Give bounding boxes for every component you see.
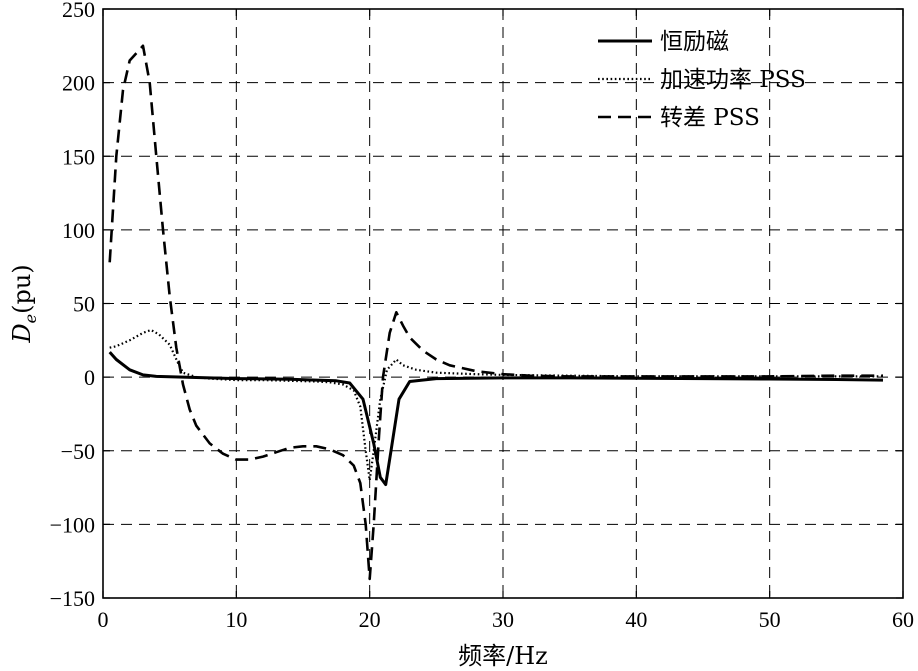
y-axis-label: De(pu) bbox=[8, 264, 40, 343]
series-line-3 bbox=[108, 44, 883, 581]
series-lines bbox=[108, 44, 884, 581]
y-tick-labels: −150 −100 −50 0 50 100 150 200 250 bbox=[50, 0, 95, 611]
x-tick-label: 50 bbox=[759, 607, 781, 632]
x-tick-label: 10 bbox=[225, 607, 247, 632]
series-line-2 bbox=[109, 328, 883, 482]
y-tick-label: 0 bbox=[84, 365, 95, 390]
y-tick-label: 100 bbox=[62, 218, 95, 243]
x-tick-label: 40 bbox=[625, 607, 647, 632]
y-axis-label-unit: (pu) bbox=[8, 264, 36, 314]
tick-marks bbox=[102, 8, 904, 599]
legend-entry: 恒励磁 bbox=[660, 29, 729, 55]
y-axis-label-sub: e bbox=[21, 314, 40, 323]
y-tick-label: −150 bbox=[50, 586, 95, 611]
x-axis-label: 频率/Hz bbox=[458, 642, 548, 670]
x-tick-label: 20 bbox=[359, 607, 381, 632]
y-tick-label: 250 bbox=[62, 0, 95, 22]
grid-lines bbox=[103, 9, 903, 598]
y-tick-label: 150 bbox=[62, 144, 95, 169]
y-tick-label: −50 bbox=[61, 439, 95, 464]
series-line-1 bbox=[108, 351, 884, 487]
x-tick-label: 30 bbox=[492, 607, 514, 632]
x-tick-labels: 0 10 20 30 40 50 60 bbox=[98, 607, 915, 632]
y-tick-label: 50 bbox=[73, 292, 95, 317]
legend-entry: 转差 PSS bbox=[660, 105, 760, 131]
y-axis-label-main: D bbox=[8, 323, 36, 343]
legend-entry: 加速功率 PSS bbox=[660, 67, 806, 93]
x-tick-label: 0 bbox=[98, 607, 109, 632]
y-tick-label: 200 bbox=[62, 71, 95, 96]
x-tick-label: 60 bbox=[892, 607, 914, 632]
svg-text:De(pu): De(pu) bbox=[8, 264, 40, 343]
y-tick-label: −100 bbox=[50, 512, 95, 537]
